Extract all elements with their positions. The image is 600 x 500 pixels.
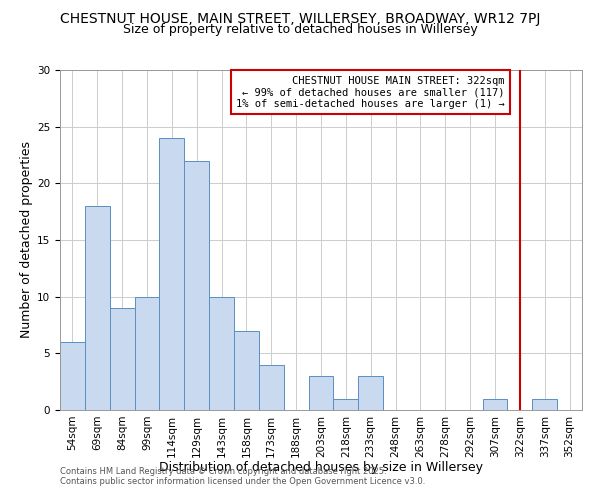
Bar (308, 376, 334, 410)
Bar (334, 398, 358, 410)
Text: Contains HM Land Registry data © Crown copyright and database right 2025.: Contains HM Land Registry data © Crown c… (60, 467, 386, 476)
Bar (60, 342, 85, 410)
Text: Size of property relative to detached houses in Willersey: Size of property relative to detached ho… (122, 22, 478, 36)
Bar (358, 376, 383, 410)
Bar (110, 308, 134, 410)
Bar (482, 398, 508, 410)
Text: CHESTNUT HOUSE MAIN STREET: 322sqm
← 99% of detached houses are smaller (117)
1%: CHESTNUT HOUSE MAIN STREET: 322sqm ← 99%… (236, 76, 505, 109)
Bar (259, 364, 284, 410)
Text: Contains public sector information licensed under the Open Government Licence v3: Contains public sector information licen… (60, 477, 425, 486)
Bar (234, 330, 259, 410)
Text: CHESTNUT HOUSE, MAIN STREET, WILLERSEY, BROADWAY, WR12 7PJ: CHESTNUT HOUSE, MAIN STREET, WILLERSEY, … (60, 12, 540, 26)
Bar (85, 206, 110, 410)
Bar (134, 296, 160, 410)
Bar (209, 296, 234, 410)
Bar (532, 398, 557, 410)
Bar (184, 160, 209, 410)
Y-axis label: Number of detached properties: Number of detached properties (20, 142, 33, 338)
X-axis label: Distribution of detached houses by size in Willersey: Distribution of detached houses by size … (159, 461, 483, 474)
Bar (160, 138, 184, 410)
